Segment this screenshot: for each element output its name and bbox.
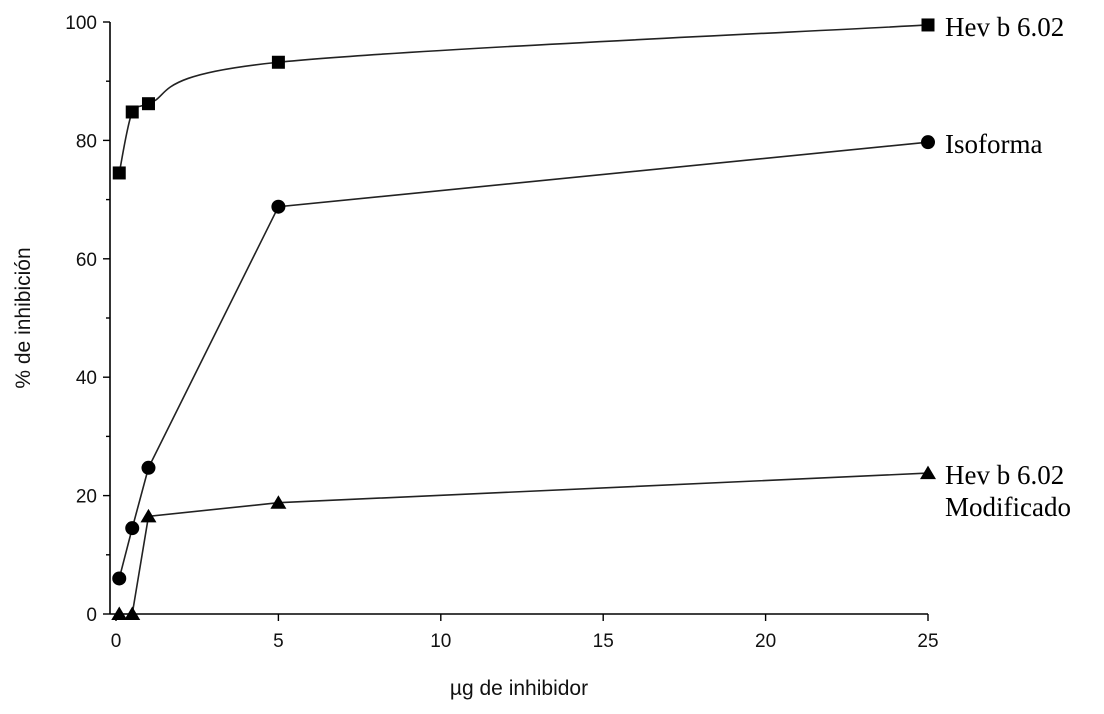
series-label: Hev b 6.02: [945, 12, 1064, 42]
y-tick-label: 20: [76, 487, 97, 508]
data-point-triangle: [920, 465, 936, 480]
data-point-circle: [271, 199, 286, 214]
axes: [109, 22, 928, 615]
ticks: 0 20 40 60 80 100 0 5 10 15 20 25: [65, 13, 938, 652]
data-point-triangle: [111, 606, 128, 620]
markers: [111, 18, 936, 620]
data-point-circle: [112, 571, 127, 586]
data-point-square: [112, 166, 126, 180]
y-tick-label: 100: [65, 13, 97, 34]
data-point-square: [125, 105, 139, 119]
y-tick-label: 40: [76, 368, 97, 389]
series-label: Hev b 6.02: [945, 460, 1064, 490]
data-point-circle: [141, 460, 156, 475]
x-tick-label: 15: [593, 631, 614, 652]
data-point-circle: [921, 135, 935, 150]
x-tick-label: 20: [755, 631, 776, 652]
series-label: Isoforma: [945, 129, 1042, 159]
data-point-triangle: [124, 606, 141, 620]
data-point-square: [271, 55, 285, 69]
data-point-square: [921, 18, 935, 32]
y-tick-label: 80: [76, 131, 97, 152]
series-line-1: [118, 141, 929, 579]
x-tick-label: 10: [430, 631, 451, 652]
y-tick-label: 0: [86, 605, 97, 626]
series-lines: [118, 24, 929, 615]
x-tick-label: 0: [111, 631, 122, 652]
x-axis-title: µg de inhibidor: [450, 677, 588, 700]
series-line-2: [119, 472, 929, 615]
x-tick-label: 5: [273, 631, 284, 652]
y-tick-label: 60: [76, 250, 97, 271]
data-point-triangle: [140, 508, 157, 523]
x-tick-label: 25: [917, 631, 938, 652]
data-point-circle: [125, 521, 140, 536]
series-line-0: [118, 24, 929, 174]
series-label: Modificado: [945, 492, 1071, 522]
data-point-triangle: [270, 495, 287, 509]
data-point-square: [141, 97, 155, 111]
y-axis-title: % de inhibición: [12, 247, 35, 388]
